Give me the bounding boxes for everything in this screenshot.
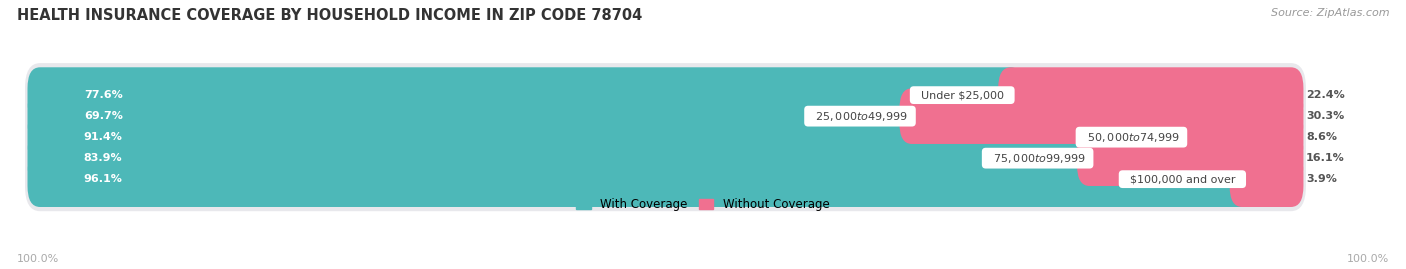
Text: 77.6%: 77.6% [84,90,122,100]
FancyBboxPatch shape [25,63,1306,127]
Text: 30.3%: 30.3% [1306,111,1344,121]
FancyBboxPatch shape [25,126,1306,190]
FancyBboxPatch shape [25,84,1306,148]
Text: 83.9%: 83.9% [84,153,122,163]
Text: 16.1%: 16.1% [1306,153,1344,163]
FancyBboxPatch shape [25,147,1306,211]
Text: 22.4%: 22.4% [1306,90,1344,100]
FancyBboxPatch shape [28,67,1024,123]
Text: 100.0%: 100.0% [1347,254,1389,264]
FancyBboxPatch shape [1230,151,1303,207]
Text: $50,000 to $74,999: $50,000 to $74,999 [1080,131,1184,144]
FancyBboxPatch shape [28,130,1102,186]
FancyBboxPatch shape [1077,130,1303,186]
Text: 100.0%: 100.0% [17,254,59,264]
Text: 3.9%: 3.9% [1306,174,1337,184]
FancyBboxPatch shape [998,67,1303,123]
Text: $25,000 to $49,999: $25,000 to $49,999 [808,110,912,123]
Text: $75,000 to $99,999: $75,000 to $99,999 [986,152,1090,165]
Text: 69.7%: 69.7% [84,111,122,121]
Text: 91.4%: 91.4% [84,132,122,142]
FancyBboxPatch shape [25,105,1306,169]
Text: 96.1%: 96.1% [84,174,122,184]
FancyBboxPatch shape [900,88,1303,144]
Text: Under $25,000: Under $25,000 [914,90,1011,100]
FancyBboxPatch shape [28,88,924,144]
Text: Source: ZipAtlas.com: Source: ZipAtlas.com [1271,8,1389,18]
Legend: With Coverage, Without Coverage: With Coverage, Without Coverage [576,199,830,211]
Text: $100,000 and over: $100,000 and over [1122,174,1241,184]
FancyBboxPatch shape [1171,109,1303,165]
Text: HEALTH INSURANCE COVERAGE BY HOUSEHOLD INCOME IN ZIP CODE 78704: HEALTH INSURANCE COVERAGE BY HOUSEHOLD I… [17,8,643,23]
Text: 8.6%: 8.6% [1306,132,1337,142]
FancyBboxPatch shape [28,109,1197,165]
FancyBboxPatch shape [28,151,1254,207]
